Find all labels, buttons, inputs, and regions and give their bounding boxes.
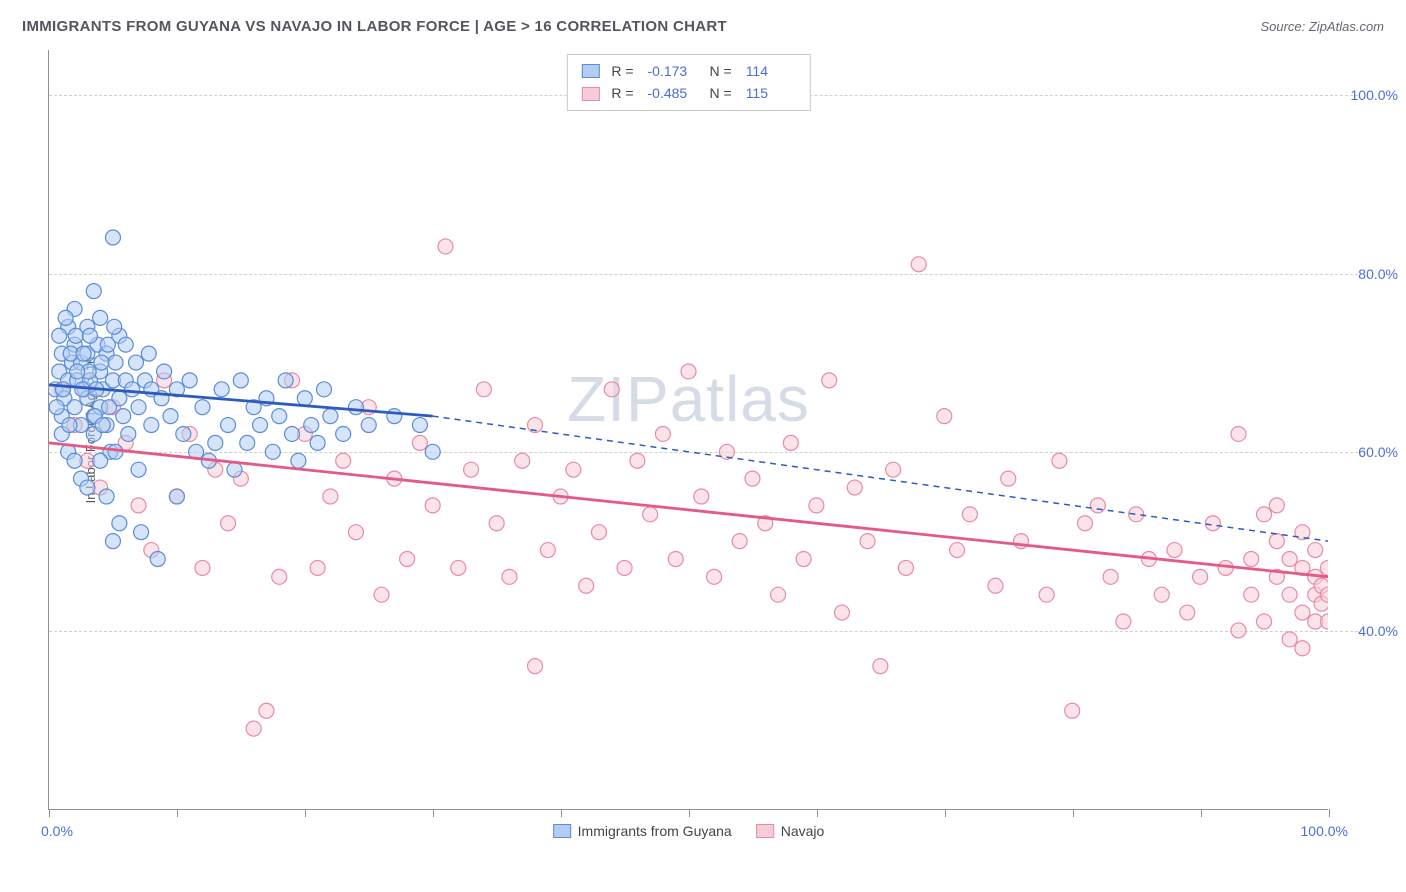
legend-item-series2: Navajo — [756, 823, 825, 839]
n-value-2: 115 — [746, 82, 796, 104]
x-axis-max-label: 100.0% — [1301, 823, 1348, 839]
legend-row-series1: R = -0.173 N = 114 — [581, 60, 795, 82]
n-label: N = — [710, 82, 732, 104]
chart-container: In Labor Force | Age > 16 ZIPatlas R = -… — [48, 50, 1328, 810]
y-tick-label: 40.0% — [1358, 623, 1398, 639]
swatch-series2-b — [756, 824, 774, 838]
chart-title: IMMIGRANTS FROM GUYANA VS NAVAJO IN LABO… — [22, 18, 727, 35]
n-value-1: 114 — [746, 60, 796, 82]
y-tick-label: 100.0% — [1351, 87, 1398, 103]
y-tick-label: 80.0% — [1358, 266, 1398, 282]
series2-name: Navajo — [781, 823, 825, 839]
r-value-1: -0.173 — [648, 60, 698, 82]
swatch-series1-b — [553, 824, 571, 838]
r-label: R = — [611, 82, 633, 104]
scatter-plot — [49, 50, 1328, 809]
n-label: N = — [710, 60, 732, 82]
x-axis-min-label: 0.0% — [41, 823, 73, 839]
legend-row-series2: R = -0.485 N = 115 — [581, 82, 795, 104]
r-label: R = — [611, 60, 633, 82]
series1-name: Immigrants from Guyana — [578, 823, 732, 839]
r-value-2: -0.485 — [648, 82, 698, 104]
series-legend: Immigrants from Guyana Navajo — [553, 823, 825, 839]
legend-item-series1: Immigrants from Guyana — [553, 823, 732, 839]
source-attribution: Source: ZipAtlas.com — [1260, 19, 1384, 34]
swatch-series1 — [581, 64, 599, 78]
correlation-legend: R = -0.173 N = 114 R = -0.485 N = 115 — [566, 54, 810, 111]
swatch-series2 — [581, 87, 599, 101]
y-tick-label: 60.0% — [1358, 444, 1398, 460]
